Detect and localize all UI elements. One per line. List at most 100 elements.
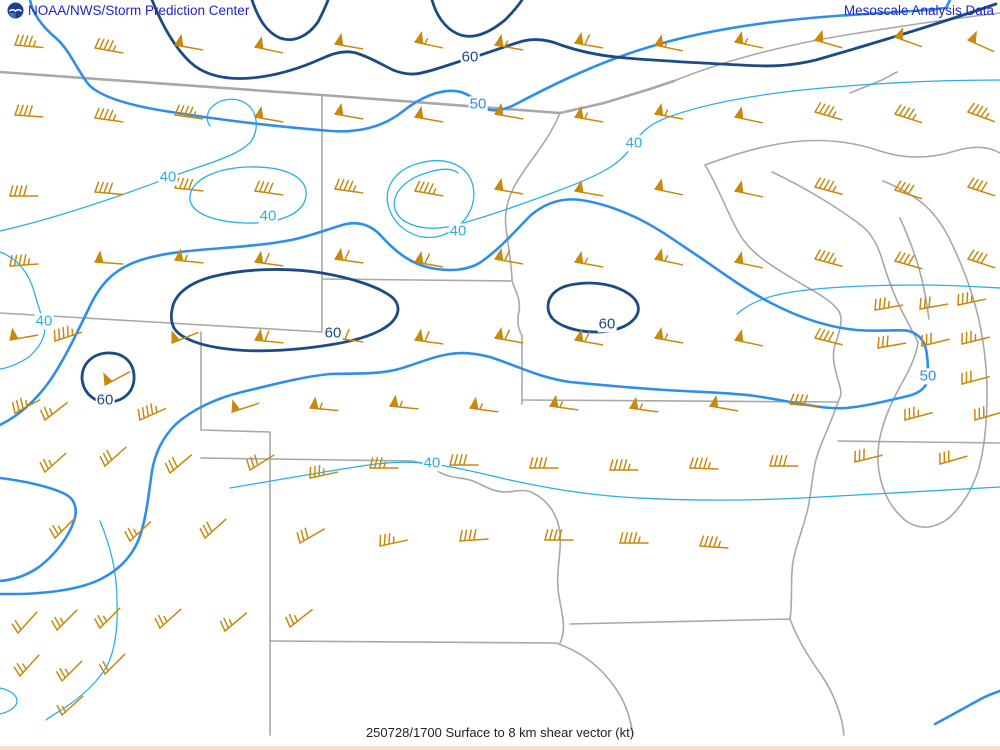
- wind-barb: [814, 249, 843, 267]
- wind-barb: [469, 396, 499, 413]
- wind-barb: [494, 177, 524, 195]
- wind-barb: [574, 179, 604, 197]
- wind-barb: [769, 455, 799, 467]
- bottom-edge-strip: [0, 746, 1000, 750]
- wind-barb: [574, 31, 604, 49]
- wind-barb: [51, 609, 78, 631]
- wind-barb: [904, 406, 933, 421]
- wind-barb: [494, 33, 524, 51]
- wind-barb: [231, 399, 260, 413]
- wind-barb: [56, 660, 83, 682]
- contour-group-60kt: [80, 0, 998, 404]
- map-path: [704, 164, 842, 403]
- wind-barb: [699, 535, 729, 549]
- map-path: [849, 71, 898, 94]
- wind-barb: [734, 106, 764, 124]
- wind-barb: [334, 102, 364, 120]
- wind-barb: [99, 653, 126, 675]
- map-path: [150, 0, 998, 80]
- wind-barb: [734, 180, 764, 198]
- wind-barb: [296, 527, 325, 544]
- wind-barb: [414, 250, 444, 268]
- wind-barb: [254, 250, 284, 267]
- wind-barb: [174, 248, 204, 264]
- contour-label-60kt: 60: [597, 315, 617, 333]
- wind-barb: [734, 31, 764, 49]
- map-path: [28, 0, 952, 133]
- wind-barb: [14, 104, 44, 118]
- wind-barb: [94, 607, 121, 629]
- wind-barb: [919, 296, 949, 310]
- wind-barb: [814, 29, 843, 49]
- wind-barb: [574, 105, 604, 123]
- wind-barb: [414, 328, 444, 345]
- map-path: [189, 166, 307, 224]
- map-path: [933, 689, 1000, 726]
- map-path: [546, 281, 640, 334]
- wind-barb: [219, 612, 248, 632]
- wind-barbs: [9, 27, 1000, 716]
- map-path: [200, 331, 271, 736]
- wind-barb: [734, 329, 764, 347]
- wind-barb: [894, 251, 923, 270]
- wind-barb: [254, 36, 284, 54]
- wind-barb: [199, 518, 227, 539]
- wind-barb: [877, 335, 907, 349]
- wind-barb: [13, 654, 40, 677]
- contour-group-50kt: [0, 0, 1000, 726]
- map-path: [229, 461, 1000, 501]
- wind-barb: [459, 528, 489, 542]
- wind-barb: [334, 178, 364, 194]
- contour-label-40kt: 40: [422, 454, 442, 472]
- wind-barb: [894, 27, 923, 48]
- map-caption: 250728/1700 Surface to 8 km shear vector…: [365, 725, 635, 740]
- wind-barb: [254, 328, 284, 344]
- wind-barb: [11, 397, 41, 414]
- wind-barb: [124, 521, 152, 542]
- wind-barb: [854, 448, 883, 463]
- map-path: [704, 139, 1000, 166]
- wind-barb: [961, 330, 990, 345]
- map-path: [771, 171, 988, 528]
- map-path: [0, 251, 46, 370]
- wind-barb: [137, 403, 167, 421]
- wind-barb: [449, 454, 479, 466]
- wind-barb: [49, 517, 76, 539]
- header-right-title: Mesoscale Analysis Data: [843, 3, 994, 18]
- wind-barb: [629, 396, 659, 413]
- wind-barb: [369, 457, 399, 469]
- wind-barb: [379, 532, 409, 547]
- map-path: [504, 112, 561, 282]
- map-path: [200, 457, 565, 644]
- contour-label-40kt: 40: [448, 222, 468, 240]
- wind-barb: [874, 297, 904, 311]
- map-path: [789, 401, 839, 620]
- wind-barb: [654, 248, 684, 266]
- wind-barb: [9, 327, 39, 341]
- wind-barb: [94, 37, 124, 54]
- wind-barb: [246, 454, 275, 471]
- map-path: [837, 440, 1000, 444]
- wind-barb: [94, 107, 124, 123]
- map-path: [386, 160, 475, 239]
- wind-barb: [309, 464, 339, 479]
- contour-label-40kt: 40: [158, 168, 178, 186]
- wind-barb: [967, 102, 996, 123]
- wind-barb: [414, 105, 444, 123]
- contour-label-50kt: 50: [468, 95, 488, 113]
- wind-barb: [921, 332, 950, 347]
- wind-barb: [309, 396, 339, 412]
- contour-label-60kt: 60: [95, 391, 115, 409]
- map-path: [0, 70, 676, 115]
- state-borders: [0, 12, 1000, 736]
- wind-barb: [549, 394, 579, 411]
- wind-barb: [414, 31, 444, 49]
- wind-barb: [967, 30, 995, 53]
- map-path: [569, 618, 791, 625]
- wind-barb: [654, 178, 684, 196]
- wind-barb: [494, 326, 524, 344]
- map-path: [511, 280, 523, 405]
- wind-barb: [56, 695, 84, 716]
- wind-barb: [254, 105, 284, 123]
